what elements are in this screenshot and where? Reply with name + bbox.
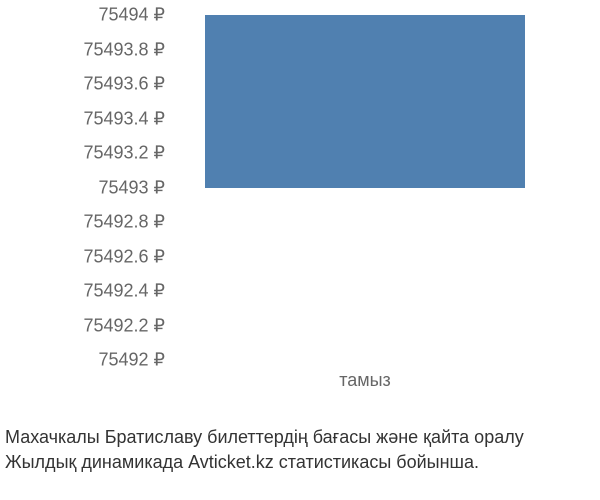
bar <box>205 15 525 188</box>
y-tick-label: 75492.2 ₽ <box>5 315 165 336</box>
y-tick-label: 75493.2 ₽ <box>5 143 165 164</box>
y-tick-label: 75492.6 ₽ <box>5 246 165 267</box>
y-tick-label: 75492.4 ₽ <box>5 281 165 302</box>
y-tick-label: 75493.4 ₽ <box>5 108 165 129</box>
y-tick-label: 75493.6 ₽ <box>5 74 165 95</box>
chart-container: 75494 ₽ 75493.8 ₽ 75493.6 ₽ 75493.4 ₽ 75493.… <box>0 0 600 400</box>
y-tick-label: 75494 ₽ <box>5 5 165 26</box>
y-tick-label: 75493.8 ₽ <box>5 39 165 60</box>
y-tick-label: 75493 ₽ <box>5 177 165 198</box>
plot-area: тамыз <box>165 0 585 380</box>
y-tick-label: 75492 ₽ <box>5 350 165 371</box>
x-category-label: тамыз <box>339 370 391 391</box>
y-axis: 75494 ₽ 75493.8 ₽ 75493.6 ₽ 75493.4 ₽ 75493.… <box>0 0 165 380</box>
caption-line-2: Жылдық динамикада Avticket.kz статистика… <box>5 450 600 475</box>
y-tick-label: 75492.8 ₽ <box>5 212 165 233</box>
chart-caption: Махачкалы Братиславу билеттердің бағасы … <box>0 425 600 475</box>
caption-line-1: Махачкалы Братиславу билеттердің бағасы … <box>5 425 600 450</box>
